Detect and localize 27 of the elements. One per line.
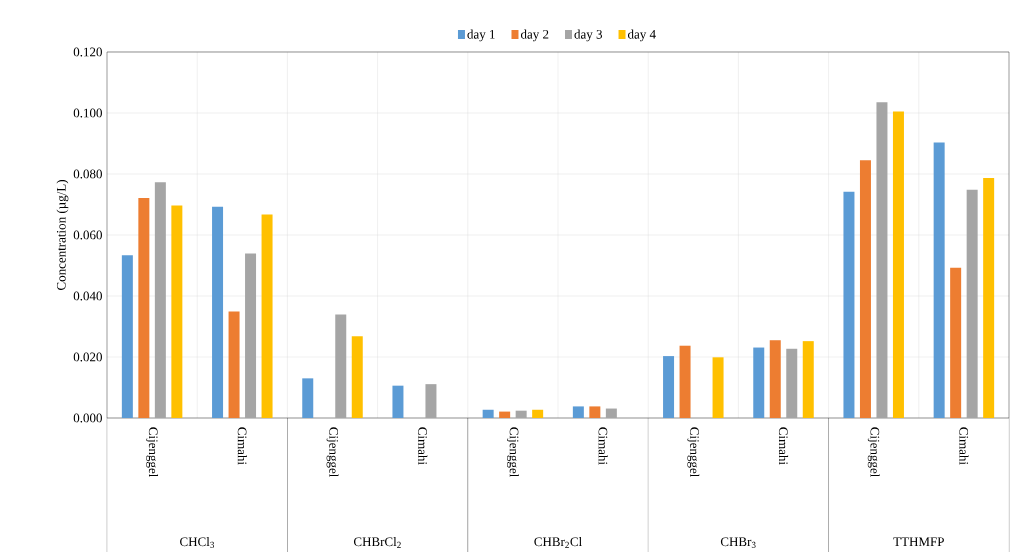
- legend-label: day 2: [520, 29, 549, 42]
- legend-label: day 1: [467, 29, 495, 42]
- text: TTHMFP: [893, 537, 944, 546]
- text: CHBrCl$_{2}$: [353, 536, 401, 548]
- y-tick-label: 0.100: [73, 108, 102, 118]
- text: CHBr$_{2}$Cl: [534, 536, 582, 548]
- y-tick-label: 0.080: [73, 169, 102, 179]
- y-tick-label: 0.040: [73, 291, 102, 301]
- x-tick-label: Cimahi: [598, 427, 608, 465]
- x-tick-label: Cijenggel: [146, 427, 159, 478]
- legend-label: day 4: [627, 29, 656, 42]
- x-tick-label: Cimahi: [237, 427, 247, 465]
- y-axis-title: Concentration (µg/L): [56, 180, 69, 291]
- y-tick-label: 0.000: [73, 413, 102, 423]
- x-tick-label: Cimahi: [778, 427, 789, 465]
- x-tick-label: Cijenggel: [867, 427, 880, 478]
- legend-label: day 3: [574, 29, 603, 42]
- y-tick-label: 0.020: [73, 352, 102, 362]
- y-tick-label: 0.120: [73, 47, 102, 57]
- x-tick-label: Cijenggel: [326, 427, 339, 478]
- x-tick-label: Cimahi: [959, 427, 969, 465]
- x-tick-label: Cijenggel: [687, 427, 700, 478]
- x-tick-label: Cimahi: [418, 427, 428, 465]
- text: CHCl$_{3}$: [180, 536, 215, 548]
- x-tick-label: Cijenggel: [506, 427, 519, 478]
- y-tick-label: 0.060: [73, 230, 102, 240]
- text: CHBr$_{3}$: [720, 537, 756, 548]
